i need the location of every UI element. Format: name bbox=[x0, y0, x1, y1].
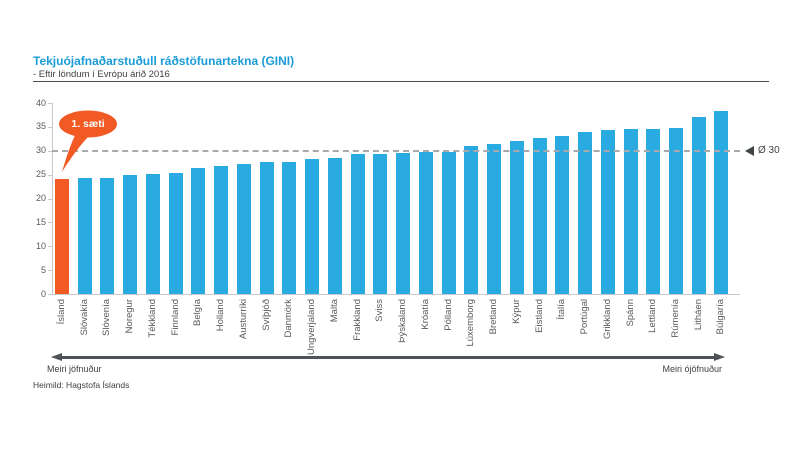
bar-Lúxemborg bbox=[464, 146, 479, 294]
more-inequality-label: Meiri ójöfnuður bbox=[662, 364, 722, 374]
xlabel-Lúxemborg: Lúxemborg bbox=[465, 299, 477, 347]
bar-Litháen bbox=[691, 117, 706, 294]
ytick-label-40: 40 bbox=[35, 97, 46, 108]
bar-Spánn bbox=[623, 129, 638, 294]
xlabel-Ítalía: Ítalía bbox=[556, 299, 568, 320]
xlabel-Sviss: Sviss bbox=[374, 299, 386, 322]
bar-Eistland bbox=[532, 137, 547, 294]
xlabel-Holland: Holland bbox=[215, 299, 227, 332]
ytick-label-35: 35 bbox=[35, 121, 46, 132]
bar-Danmörk bbox=[282, 161, 297, 294]
xlabel-Frakkland: Frakkland bbox=[351, 299, 363, 341]
bar-Austurríki bbox=[236, 164, 251, 294]
bar-Króatía bbox=[418, 151, 433, 294]
bar-Slóvenía bbox=[100, 177, 115, 294]
xlabel-Króatía: Króatía bbox=[419, 299, 431, 330]
ytick-label-20: 20 bbox=[35, 193, 46, 203]
ytick-mark bbox=[48, 222, 53, 224]
header-divider bbox=[33, 81, 769, 82]
bar-Rúmenía bbox=[668, 128, 683, 294]
xlabel-Tékkland: Tékkland bbox=[146, 299, 158, 338]
xlabel-Noregur: Noregur bbox=[124, 299, 136, 334]
bar-Slóvakía bbox=[77, 178, 92, 294]
ytick-mark bbox=[48, 126, 53, 128]
xlabel-Portúgal: Portúgal bbox=[579, 299, 591, 335]
arrow-left-icon bbox=[51, 352, 62, 361]
bar-Svíþjóð bbox=[259, 162, 274, 294]
bar-Tékkland bbox=[145, 174, 160, 294]
bar-Noregur bbox=[123, 174, 138, 294]
bubble-body bbox=[59, 110, 117, 138]
source-note: Heimild: Hagstofa Íslands bbox=[33, 380, 130, 390]
chart-title: Tekjuójafnaðarstuðull ráðstöfunartekna (… bbox=[33, 54, 295, 68]
ytick-mark bbox=[48, 150, 53, 152]
xlabel-Malta: Malta bbox=[328, 299, 340, 323]
reference-line-arrow-icon bbox=[745, 145, 754, 156]
plot-area bbox=[52, 103, 740, 294]
xlabel-Búlgaría: Búlgaría bbox=[715, 299, 727, 335]
xlabel-Ungverjaland: Ungverjaland bbox=[306, 299, 318, 355]
bar-Ítalía bbox=[555, 135, 570, 294]
ytick-mark bbox=[48, 270, 53, 272]
bar-Holland bbox=[214, 165, 229, 294]
xlabel-Belgía: Belgía bbox=[192, 299, 204, 326]
more-equality-label: Meiri jöfnuður bbox=[47, 364, 102, 374]
bar-Sviss bbox=[373, 153, 388, 294]
ytick-mark bbox=[48, 103, 53, 104]
x-axis-line bbox=[52, 294, 740, 295]
ytick-label-0: 0 bbox=[40, 288, 46, 299]
ytick-mark bbox=[48, 198, 53, 200]
ytick-mark bbox=[48, 246, 53, 248]
bar-Bretland bbox=[487, 143, 502, 294]
xlabel-Danmörk: Danmörk bbox=[283, 299, 295, 338]
xlabel-Svíþjóð: Svíþjóð bbox=[260, 299, 272, 331]
xlabel-Litháen: Litháen bbox=[692, 299, 704, 331]
xlabel-Austurríki: Austurríki bbox=[237, 299, 249, 340]
bar-Frakkland bbox=[350, 154, 365, 294]
bar-Malta bbox=[327, 157, 342, 294]
xlabel-Pólland: Pólland bbox=[442, 299, 454, 331]
ytick-mark bbox=[48, 294, 53, 295]
xlabel-Bretland: Bretland bbox=[488, 299, 500, 335]
ytick-mark bbox=[48, 174, 53, 176]
arrow-right-icon bbox=[714, 352, 725, 361]
chart-subtitle: - Eftir löndum í Evrópu árið 2016 bbox=[33, 69, 170, 80]
bubble-tail bbox=[62, 133, 90, 172]
xlabel-Slóvakía: Slóvakía bbox=[78, 299, 90, 336]
xlabel-Slóvenía: Slóvenía bbox=[101, 299, 113, 336]
bar-Ísland bbox=[55, 178, 69, 294]
first-place-callout-text: 1. sæti bbox=[71, 118, 105, 130]
bar-Þýskaland bbox=[396, 153, 411, 294]
ytick-label-5: 5 bbox=[40, 264, 46, 275]
reference-line-label: Ø 30 bbox=[758, 144, 780, 156]
xlabel-Spánn: Spánn bbox=[624, 299, 636, 327]
equality-arrow-line bbox=[60, 356, 716, 359]
xlabel-Þýskaland: Þýskaland bbox=[397, 299, 409, 343]
xlabel-Eistland: Eistland bbox=[533, 299, 545, 333]
ytick-label-15: 15 bbox=[35, 216, 46, 227]
ytick-label-30: 30 bbox=[35, 145, 46, 156]
bar-Búlgaría bbox=[714, 111, 729, 294]
xlabel-Lettland: Lettland bbox=[647, 299, 659, 333]
xlabel-Kýpur: Kýpur bbox=[510, 299, 522, 324]
xlabel-Ísland: Ísland bbox=[56, 299, 67, 325]
xlabel-Finnland: Finnland bbox=[169, 299, 181, 336]
bar-Lettland bbox=[646, 129, 661, 294]
average-reference-line bbox=[52, 149, 740, 152]
xlabel-Rúmenía: Rúmenía bbox=[669, 299, 681, 338]
ytick-label-10: 10 bbox=[35, 240, 46, 251]
bar-Grikkland bbox=[600, 130, 615, 294]
bar-Pólland bbox=[441, 151, 456, 294]
bar-Finnland bbox=[168, 172, 183, 294]
ytick-label-25: 25 bbox=[35, 169, 46, 180]
bar-Portúgal bbox=[578, 132, 593, 294]
first-place-callout-bubble bbox=[59, 110, 117, 172]
bar-Kýpur bbox=[509, 140, 524, 294]
xlabel-Grikkland: Grikkland bbox=[601, 299, 613, 340]
bar-Belgía bbox=[191, 168, 206, 294]
bar-Ungverjaland bbox=[305, 159, 320, 294]
